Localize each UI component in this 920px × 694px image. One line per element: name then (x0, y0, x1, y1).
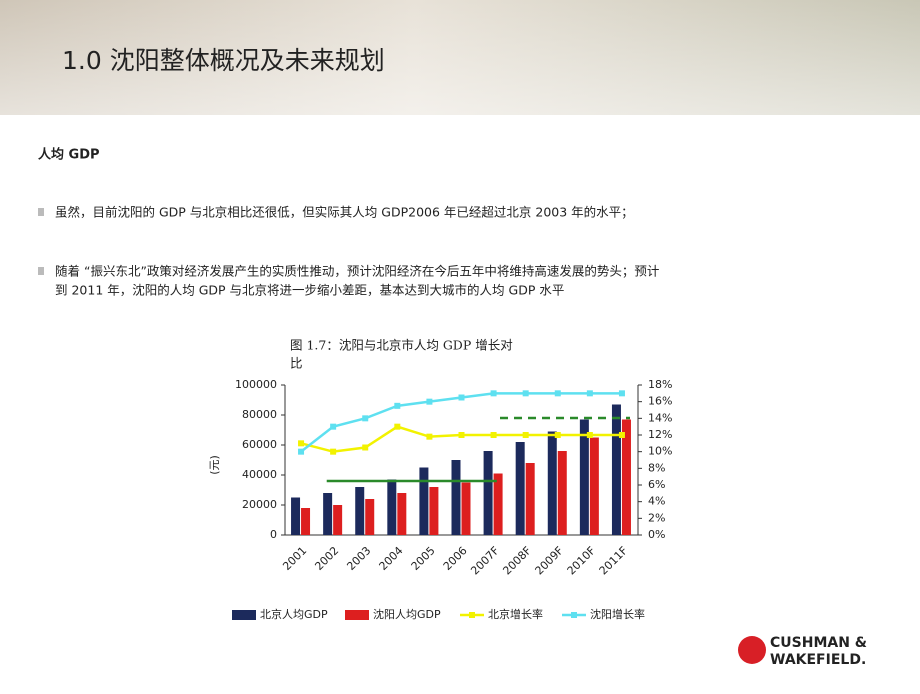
bar (387, 479, 397, 535)
line-marker (586, 432, 593, 438)
y-tick-label: 60000 (242, 438, 277, 451)
line-marker (522, 390, 529, 397)
bar (547, 431, 557, 535)
x-tick-label: 2008F (500, 544, 533, 577)
y2-tick-label: 16% (648, 395, 672, 408)
y2-tick-label: 2% (648, 511, 665, 524)
bar (525, 463, 535, 535)
line-marker (458, 432, 465, 438)
x-tick-label: 2007F (468, 544, 501, 577)
slide-title: 1.0 沈阳整体概况及未来规划 (62, 46, 385, 75)
legend-swatch (469, 612, 475, 618)
section-title: 人均 GDP (38, 147, 100, 163)
bar (419, 467, 429, 535)
y2-tick-label: 12% (648, 428, 672, 441)
x-tick-label: 2003 (344, 544, 373, 573)
line-marker (298, 440, 305, 447)
bar (397, 493, 407, 535)
chart-title: 图 1.7：沈阳与北京市人均 GDP 增长对 (290, 338, 513, 353)
line-marker (362, 444, 369, 451)
bar (611, 404, 621, 535)
y2-tick-label: 4% (648, 495, 665, 508)
bar (515, 442, 525, 535)
legend-swatch (232, 610, 256, 620)
y-tick-label: 100000 (235, 378, 277, 391)
y-tick-label: 0 (270, 528, 277, 541)
bar (365, 499, 375, 535)
bar (461, 482, 471, 535)
bullet-icon (38, 208, 44, 216)
line (300, 425, 622, 453)
y2-tick-label: 14% (648, 411, 672, 424)
logo-mark (738, 636, 766, 664)
bar (621, 419, 631, 535)
line-marker (394, 402, 401, 409)
bar (291, 497, 301, 535)
legend-label: 沈阳增长率 (590, 607, 645, 621)
line-marker (458, 394, 465, 401)
line-marker (490, 432, 497, 438)
bar (589, 437, 599, 535)
bar (323, 493, 333, 535)
bullet-icon (38, 267, 44, 275)
logo-text: CUSHMAN & (770, 635, 867, 651)
legend-label: 北京人均GDP (260, 607, 328, 621)
chart-title: 比 (290, 356, 303, 371)
bar (355, 487, 365, 535)
line (300, 392, 622, 453)
line-marker (298, 448, 305, 455)
logo-text: WAKEFIELD. (770, 652, 866, 668)
bar (451, 460, 461, 535)
line-marker (362, 415, 369, 422)
x-tick-label: 2004 (377, 544, 406, 573)
y2-tick-label: 18% (648, 378, 672, 391)
y2-tick-label: 6% (648, 478, 665, 491)
header-fade (0, 0, 920, 115)
bar (429, 487, 439, 535)
bar (579, 419, 589, 535)
line-marker (426, 433, 433, 440)
line-marker (586, 390, 593, 397)
y-tick-label: 80000 (242, 408, 277, 421)
line-marker (618, 390, 625, 397)
legend-swatch (571, 612, 577, 618)
line-marker (330, 448, 337, 455)
line-marker (618, 432, 625, 438)
line-marker (426, 398, 433, 405)
bar (493, 473, 503, 535)
x-tick-label: 2011F (597, 544, 630, 577)
logo: CUSHMAN & WAKEFIELD. (738, 635, 867, 668)
x-tick-label: 2005 (409, 544, 438, 573)
x-tick-label: 2010F (565, 544, 598, 577)
y2-tick-label: 10% (648, 445, 672, 458)
y2-tick-label: 8% (648, 461, 665, 474)
line-marker (554, 432, 561, 438)
y-tick-label: 20000 (242, 498, 277, 511)
bullet-text: 到 2011 年，沈阳的人均 GDP 与北京将进一步缩小差距，基本达到大城市的人… (55, 283, 564, 298)
line-marker (490, 390, 497, 397)
bar (301, 508, 311, 535)
x-tick-label: 2002 (312, 544, 341, 573)
line-marker (330, 423, 337, 430)
line-marker (554, 390, 561, 397)
bar (333, 505, 343, 535)
legend-swatch (345, 610, 369, 620)
x-tick-label: 2001 (280, 544, 309, 573)
bar (557, 451, 567, 535)
legend-label: 沈阳人均GDP (373, 607, 441, 621)
bar (483, 451, 493, 535)
x-tick-label: 2009F (533, 544, 566, 577)
line-marker (394, 423, 401, 430)
line-marker (522, 432, 529, 438)
y2-tick-label: 0% (648, 528, 665, 541)
y-axis-label: (元) (208, 455, 221, 475)
y-tick-label: 40000 (242, 468, 277, 481)
legend-label: 北京增长率 (488, 607, 543, 621)
x-tick-label: 2006 (441, 544, 470, 573)
bullet-text: 虽然，目前沈阳的 GDP 与北京相比还很低，但实际其人均 GDP2006 年已经… (55, 205, 634, 220)
bullet-text: 随着 “振兴东北”政策对经济发展产生的实质性推动，预计沈阳经济在今后五年中将维持… (55, 264, 659, 279)
